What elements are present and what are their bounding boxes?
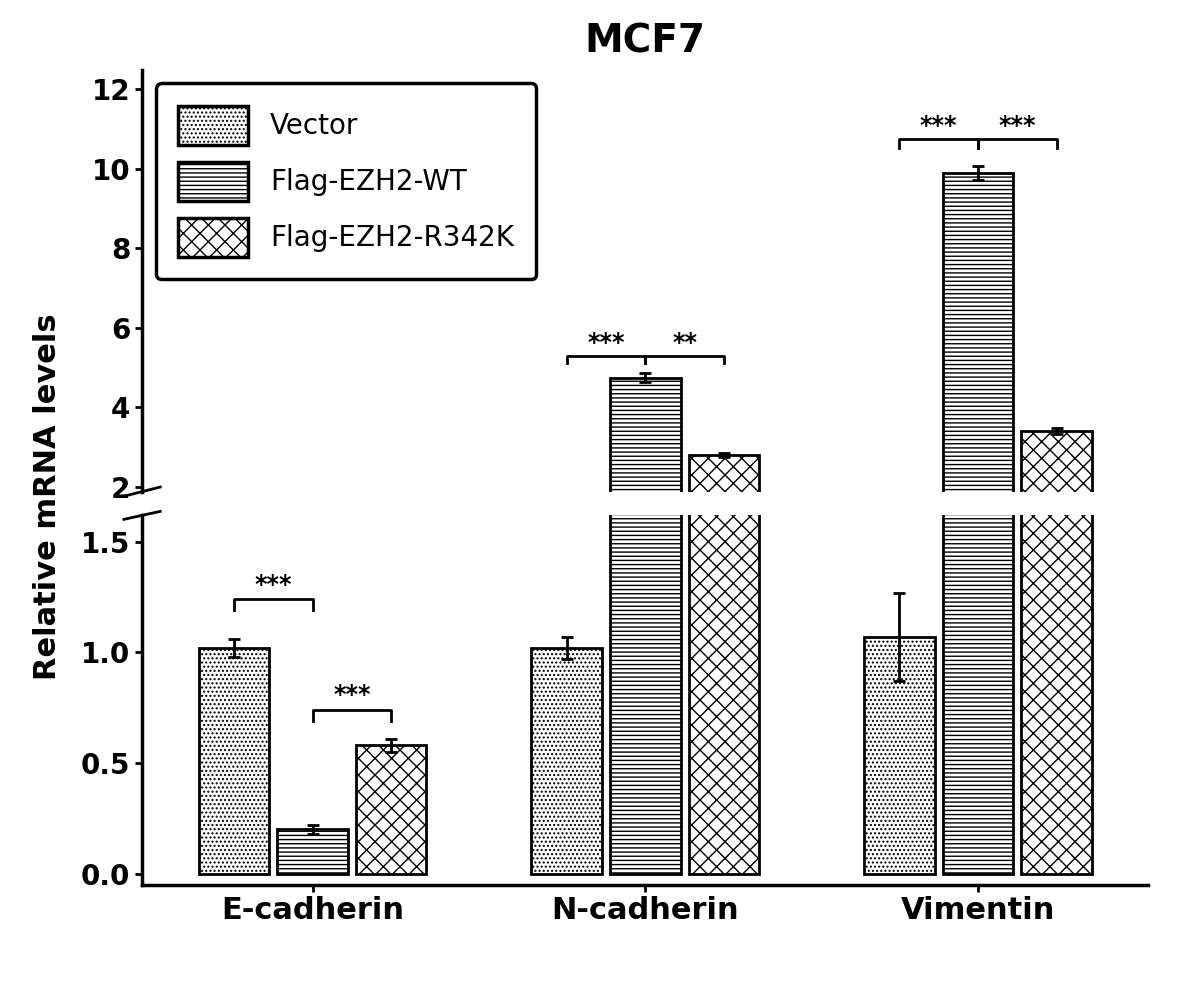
Bar bbox=[689, 455, 759, 567]
Bar bbox=[1022, 431, 1092, 567]
Text: ***: *** bbox=[333, 683, 371, 708]
Bar bbox=[532, 648, 601, 874]
Bar bbox=[532, 526, 601, 567]
Text: ***: *** bbox=[920, 114, 958, 138]
Bar bbox=[199, 648, 269, 874]
Bar bbox=[610, 0, 681, 874]
Text: ***: *** bbox=[255, 573, 292, 596]
Bar bbox=[356, 746, 426, 874]
Bar bbox=[277, 559, 348, 567]
Title: MCF7: MCF7 bbox=[585, 23, 706, 61]
Text: **: ** bbox=[673, 331, 697, 355]
Bar bbox=[864, 637, 934, 874]
Bar bbox=[942, 0, 1014, 874]
Bar bbox=[942, 173, 1014, 567]
Bar bbox=[610, 378, 681, 567]
Bar bbox=[864, 524, 934, 567]
Bar bbox=[277, 829, 348, 874]
Bar bbox=[1022, 121, 1092, 874]
Text: Relative mRNA levels: Relative mRNA levels bbox=[33, 314, 62, 680]
Text: ***: *** bbox=[998, 114, 1036, 138]
Bar bbox=[689, 254, 759, 874]
Bar bbox=[199, 526, 269, 567]
Text: ***: *** bbox=[587, 331, 625, 355]
Legend: Vector, Flag-EZH2-WT, Flag-EZH2-R342K: Vector, Flag-EZH2-WT, Flag-EZH2-R342K bbox=[156, 83, 536, 279]
Bar bbox=[356, 544, 426, 567]
